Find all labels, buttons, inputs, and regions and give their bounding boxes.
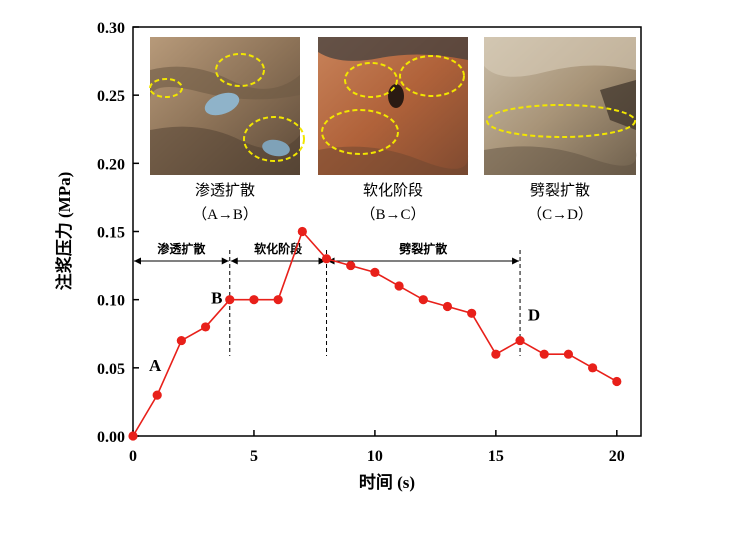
photo-insets <box>149 37 637 175</box>
phase-label: 渗透扩散 <box>157 241 206 256</box>
phase-arrowhead <box>318 257 326 265</box>
point-label-B: B <box>211 289 222 308</box>
phase-arrowhead <box>230 257 238 265</box>
data-series <box>128 226 622 441</box>
y-tick-label: 0.20 <box>97 156 125 173</box>
caption-title-3: 劈裂扩散 <box>530 181 590 199</box>
caption-title-2: 软化阶段 <box>363 182 423 199</box>
data-point <box>346 260 356 271</box>
caption-range-3: （C→D） <box>527 206 593 223</box>
x-axis-title: 时间 (s) <box>359 472 415 492</box>
y-tick-label: 0.05 <box>97 361 125 378</box>
data-point <box>515 335 525 346</box>
y-tick-label: 0.25 <box>97 88 125 105</box>
data-point <box>152 390 162 400</box>
phase-arrowhead <box>221 257 229 265</box>
data-point <box>418 295 428 305</box>
y-tick-label: 0.10 <box>97 293 125 310</box>
photo-softening-stage <box>318 37 469 175</box>
y-tick-label: 0.15 <box>97 225 125 242</box>
caption-range-2: （B→C） <box>360 206 425 223</box>
data-point <box>588 363 598 373</box>
x-tick-label: 0 <box>129 448 137 465</box>
data-point <box>321 254 332 264</box>
y-axis-title: 注浆压力 (MPa) <box>54 172 74 291</box>
caption-range-1: （A→B） <box>192 206 258 223</box>
phase-label: 软化阶段 <box>254 241 303 256</box>
phase-arrowhead <box>134 257 141 265</box>
x-tick-label: 10 <box>367 448 383 465</box>
point-label-D: D <box>528 306 540 325</box>
data-point <box>612 376 622 387</box>
data-point <box>297 226 307 237</box>
phase-arrowhead <box>512 257 520 265</box>
x-tick-label: 5 <box>250 448 258 465</box>
data-point <box>225 295 235 305</box>
data-point <box>370 267 380 277</box>
data-point <box>128 431 138 441</box>
data-point <box>539 349 549 359</box>
x-tick-label: 15 <box>488 448 504 465</box>
data-point <box>176 335 186 346</box>
photo-permeation-diffusion <box>149 37 305 175</box>
data-point <box>442 301 453 312</box>
data-point <box>563 349 574 359</box>
photo-captions: 渗透扩散 （A→B） 软化阶段 （B→C） 劈裂扩散 （C→D） <box>192 181 593 223</box>
series-line <box>132 229 618 437</box>
caption-title-1: 渗透扩散 <box>195 182 255 199</box>
data-point <box>394 281 404 291</box>
phase-annotations: 渗透扩散 软化阶段 劈裂扩散 <box>134 241 521 356</box>
point-labels: A B D <box>149 289 540 375</box>
data-point <box>249 295 259 305</box>
data-point <box>491 349 501 359</box>
data-point <box>273 295 283 305</box>
y-tick-label: 0.00 <box>97 429 125 446</box>
point-label-A: A <box>149 356 162 375</box>
data-point <box>200 322 211 332</box>
phase-label: 劈裂扩散 <box>398 241 448 256</box>
y-tick-label: 0.30 <box>97 20 125 37</box>
phase-arrowhead <box>327 257 335 265</box>
photo-splitting-diffusion <box>484 37 637 175</box>
x-tick-label: 20 <box>609 448 625 465</box>
data-point <box>467 308 477 318</box>
axis-ticks: 0 5 10 15 20 0.00 0.05 0.10 0.15 0.20 0.25 0.30 <box>97 20 625 465</box>
